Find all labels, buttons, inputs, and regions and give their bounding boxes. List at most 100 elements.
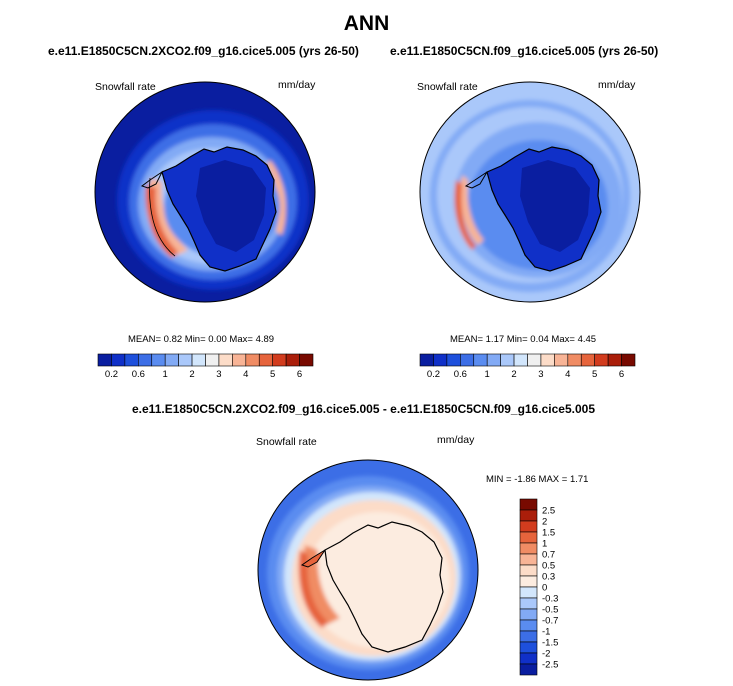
panel2-colorbar-tick-label: 0.6 (454, 369, 467, 380)
panel1-colorbar-box (232, 353, 247, 367)
panel2-colorbar-box (540, 353, 555, 367)
panel3-colorbar-tick-label: 0.7 (542, 550, 555, 561)
panel1-min-label: Min= (184, 334, 206, 345)
panel2-colorbar-box (419, 353, 434, 367)
panel2-colorbar-tick-label: 6 (619, 369, 624, 380)
panel1-colorbar-box (164, 353, 179, 367)
panel2-mean-value: 1.17 (485, 334, 505, 345)
panel1-colorbar-box (285, 353, 300, 367)
panel2-colorbar-box (580, 353, 595, 367)
panel2-colorbar-box (607, 353, 622, 367)
panel1-colorbar-box (272, 353, 287, 367)
panel2-map (420, 82, 640, 302)
panel2-variable-label: Snowfall rate (417, 81, 478, 93)
panel1-colorbar-box (97, 353, 112, 367)
panel3-colorbar-box (519, 531, 538, 544)
panel1-colorbar-box (218, 353, 233, 367)
panel2-colorbar-tick-label: 4 (565, 369, 570, 380)
panel1-colorbar-box (124, 353, 139, 367)
panel3-stats: MIN = -1.86 MAX = 1.71 (486, 474, 588, 485)
panel3-colorbar-tick-label: 1 (542, 539, 547, 550)
panel3-colorbar-box (519, 553, 538, 566)
panel3-title: e.e11.E1850C5CN.2XCO2.f09_g16.cice5.005 … (132, 402, 595, 416)
panel3-colorbar-tick-label: 0.5 (542, 561, 555, 572)
panel3-max-value: 1.71 (569, 474, 589, 485)
panel1-colorbar-tick-label: 3 (216, 369, 221, 380)
panel3-colorbar-box (519, 564, 538, 577)
panel3-colorbar-box (519, 652, 538, 665)
panel3-colorbar-tick-label: 0 (542, 583, 547, 594)
panel2-colorbar-tick-label: 1 (485, 369, 490, 380)
panel2-colorbar: 0.2 0.6 1 2 3 4 5 6 (419, 353, 636, 380)
panel1-colorbar-box (245, 353, 260, 367)
panel3-colorbar-box (519, 509, 538, 522)
panel3-colorbar-tick-label: 2.5 (542, 506, 555, 517)
panel1-colorbar-box (151, 353, 166, 367)
panel3-colorbar-box (519, 641, 538, 654)
panel3-colorbar-tick-label: -1.5 (542, 638, 558, 649)
panel1-stats: MEAN= 0.82 Min= 0.00 Max= 4.89 (128, 334, 274, 345)
panel2-colorbar-box (433, 353, 448, 367)
panel1-colorbar-box (111, 353, 126, 367)
panel1-colorbar-tick-label: 4 (243, 369, 248, 380)
panel3-colorbar-tick-label: -0.7 (542, 616, 558, 627)
panel1-colorbar-tick-label: 0.2 (105, 369, 118, 380)
panel1-colorbar-box (138, 353, 153, 367)
panel2-max-value: 4.45 (577, 334, 597, 345)
panel2-colorbar-tick-label: 3 (538, 369, 543, 380)
panel2-min-label: Min= (506, 334, 528, 345)
panel3-min-label: MIN = (486, 474, 512, 485)
panel3-colorbar-box (519, 630, 538, 643)
panel3-colorbar-box (519, 498, 538, 511)
panel2-colorbar-box (527, 353, 542, 367)
panel2-colorbar-box (500, 353, 515, 367)
panel3-colorbar-tick-label: -1 (542, 627, 550, 638)
panel2-max-label: Max= (551, 334, 575, 345)
panel1-colorbar-box (258, 353, 273, 367)
panel3-colorbar-tick-label: -0.5 (542, 605, 558, 616)
panel3-colorbar-tick-label: 1.5 (542, 528, 555, 539)
panel2-colorbar-box (567, 353, 582, 367)
panel1-max-value: 4.89 (255, 334, 275, 345)
panel3-colorbar-tick-label: -2.5 (542, 660, 558, 671)
panel3-map (258, 460, 478, 680)
panel2-colorbar-box (460, 353, 475, 367)
panel1-min-value: 0.00 (208, 334, 227, 345)
panel1-map (95, 82, 315, 302)
panel3-colorbar-tick-label: -2 (542, 649, 550, 660)
panel1-colorbar-tick-label: 1 (163, 369, 168, 380)
panel1-colorbar-box (299, 353, 314, 367)
panel3-variable-label: Snowfall rate (256, 436, 317, 448)
panel2-colorbar-box (594, 353, 609, 367)
panel3-colorbar-box (519, 520, 538, 533)
panel2-colorbar-box (473, 353, 488, 367)
panel1-units-label: mm/day (278, 79, 316, 91)
panel1-colorbar: 0.2 0.6 1 2 3 4 5 6 (97, 353, 314, 380)
panel3-colorbar-box (519, 586, 538, 599)
panel3-colorbar-tick-label: 2 (542, 517, 547, 528)
panel2-stats: MEAN= 1.17 Min= 0.04 Max= 4.45 (450, 334, 596, 345)
panel1-colorbar-tick-label: 5 (270, 369, 275, 380)
panel2-colorbar-tick-label: 2 (511, 369, 516, 380)
panel2-colorbar-box (554, 353, 569, 367)
panel3-colorbar-box (519, 619, 538, 632)
panel2-colorbar-tick-label: 5 (592, 369, 597, 380)
panel1-title: e.e11.E1850C5CN.2XCO2.f09_g16.cice5.005 … (48, 44, 359, 58)
panel3-colorbar-box (519, 608, 538, 621)
panel2-colorbar-tick-label: 0.2 (427, 369, 440, 380)
panel1-colorbar-box (205, 353, 220, 367)
panel3-units-label: mm/day (437, 434, 475, 446)
panel1-colorbar-tick-label: 6 (297, 369, 302, 380)
panel3-colorbar: 2.521.510.70.50.30-0.3-0.5-0.7-1-1.5-2-2… (519, 498, 558, 676)
panel3-max-label: MAX = (538, 474, 568, 485)
panel2-mean-label: MEAN= (450, 334, 483, 345)
panel2-colorbar-box (621, 353, 636, 367)
panel1-variable-label: Snowfall rate (95, 81, 156, 93)
panel2-units-label: mm/day (598, 79, 636, 91)
panel1-colorbar-box (178, 353, 193, 367)
panel3-colorbar-box (519, 663, 538, 676)
panel3-colorbar-box (519, 575, 538, 588)
panel2-title: e.e11.E1850C5CN.f09_g16.cice5.005 (yrs 2… (390, 44, 659, 58)
panel1-colorbar-tick-label: 2 (189, 369, 194, 380)
panel3-colorbar-tick-label: -0.3 (542, 594, 558, 605)
